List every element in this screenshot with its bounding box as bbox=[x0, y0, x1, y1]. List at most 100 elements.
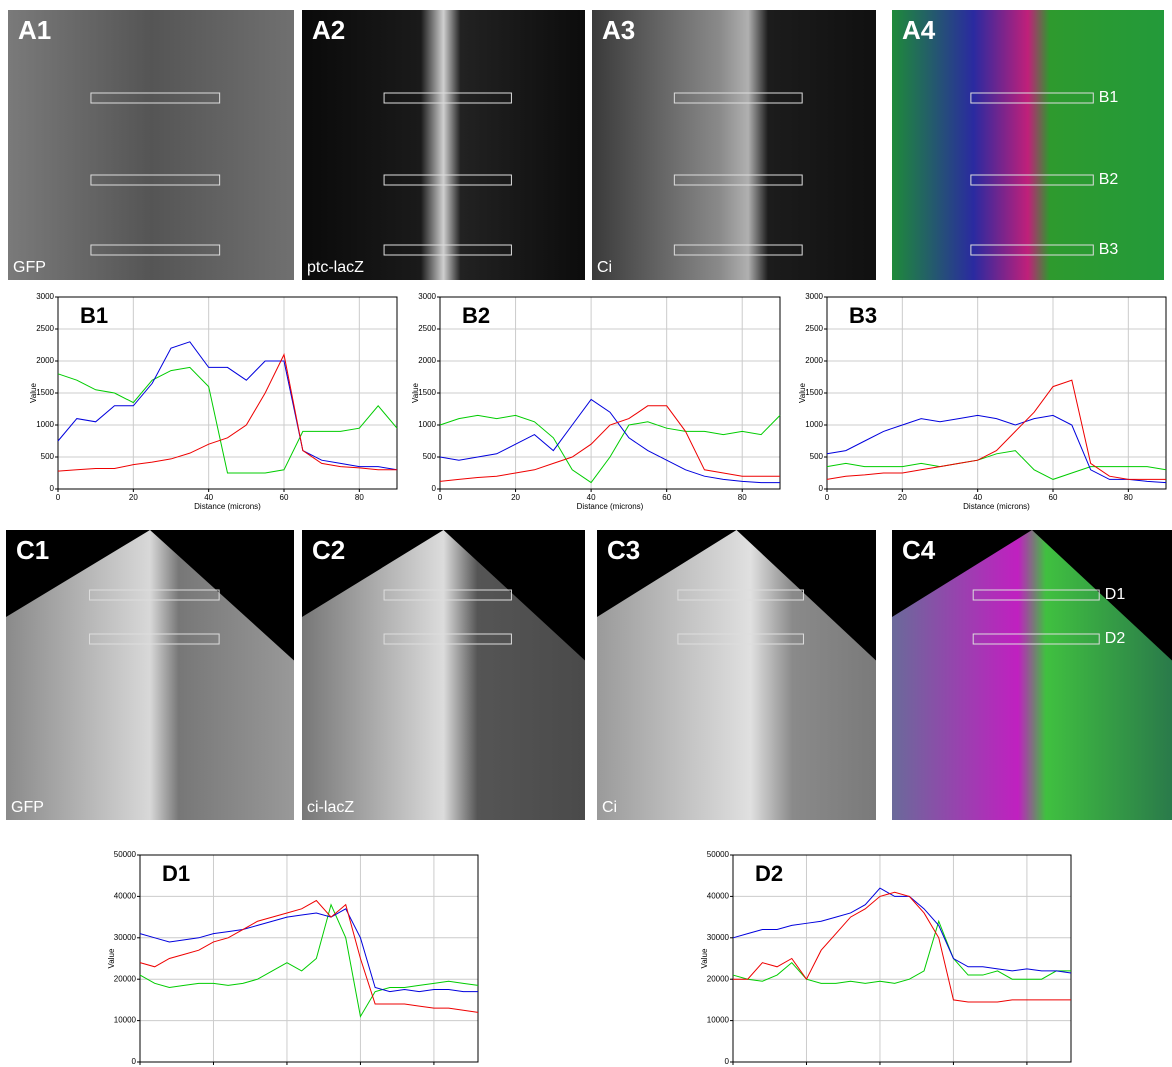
y-tick-label: 2500 bbox=[805, 324, 823, 333]
y-tick-label: 0 bbox=[50, 484, 55, 493]
chart-title: B2 bbox=[462, 303, 490, 328]
x-tick-label: 40 bbox=[587, 493, 596, 502]
y-tick-label: 2000 bbox=[418, 356, 436, 365]
micrograph bbox=[892, 530, 1172, 820]
data-line bbox=[733, 891, 1071, 1003]
roi-box bbox=[970, 92, 1094, 104]
x-tick-label: 0 bbox=[438, 493, 443, 502]
x-tick-label: 60 bbox=[662, 493, 671, 502]
panel-caption: Ci bbox=[597, 259, 612, 276]
roi-box bbox=[383, 92, 512, 104]
y-axis-label: Value bbox=[411, 383, 420, 403]
panel-label: C4 bbox=[902, 535, 936, 565]
y-tick-label: 30000 bbox=[114, 933, 137, 942]
x-tick-label: 80 bbox=[355, 493, 364, 502]
data-line bbox=[439, 414, 781, 484]
y-tick-label: 0 bbox=[725, 1057, 730, 1066]
data-line bbox=[139, 908, 478, 993]
x-tick-label: 60 bbox=[280, 493, 289, 502]
data-line bbox=[139, 899, 479, 1013]
micrograph bbox=[302, 10, 585, 280]
x-tick-label: 60 bbox=[1049, 493, 1058, 502]
roi-box bbox=[383, 174, 512, 186]
panel-label: C2 bbox=[312, 535, 345, 565]
micrograph bbox=[8, 10, 294, 280]
roi-box bbox=[90, 174, 221, 186]
x-axis-label: Distance (microns) bbox=[577, 502, 644, 511]
roi-box bbox=[673, 174, 803, 186]
x-tick-label: 20 bbox=[898, 493, 907, 502]
y-tick-label: 40000 bbox=[114, 892, 137, 901]
roi-label: B1 bbox=[1099, 89, 1119, 106]
y-tick-label: 10000 bbox=[707, 1016, 730, 1025]
y-tick-label: 500 bbox=[810, 452, 824, 461]
chart-title: B1 bbox=[80, 303, 108, 328]
y-tick-label: 2000 bbox=[805, 356, 823, 365]
y-axis-label: Value bbox=[29, 383, 38, 403]
data-line bbox=[57, 366, 398, 474]
x-tick-label: 80 bbox=[1124, 493, 1133, 502]
y-tick-label: 500 bbox=[423, 452, 437, 461]
x-tick-label: 40 bbox=[973, 493, 982, 502]
plot-frame bbox=[732, 854, 1072, 1063]
x-tick-label: 80 bbox=[738, 493, 747, 502]
x-tick-label: 20 bbox=[129, 493, 138, 502]
plot-frame bbox=[439, 296, 781, 490]
y-tick-label: 1000 bbox=[418, 420, 436, 429]
panel-label: A4 bbox=[902, 15, 936, 45]
roi-box bbox=[677, 633, 804, 645]
roi-box bbox=[970, 244, 1094, 256]
x-tick-label: 0 bbox=[56, 493, 61, 502]
data-line bbox=[826, 450, 1167, 480]
panel-caption: Ci bbox=[602, 799, 617, 816]
y-tick-label: 3000 bbox=[36, 292, 54, 301]
chart-title: D2 bbox=[755, 861, 783, 886]
plot-frame bbox=[57, 296, 398, 490]
roi-box bbox=[383, 589, 512, 601]
y-tick-label: 1500 bbox=[418, 388, 436, 397]
roi-box bbox=[677, 589, 804, 601]
micrograph bbox=[597, 530, 876, 820]
roi-label: B2 bbox=[1099, 171, 1119, 188]
x-axis-label: Distance (microns) bbox=[194, 502, 261, 511]
y-axis-label: Value bbox=[700, 948, 709, 968]
y-tick-label: 0 bbox=[132, 1057, 137, 1066]
data-line bbox=[57, 341, 398, 471]
y-tick-label: 1500 bbox=[36, 388, 54, 397]
y-tick-label: 1500 bbox=[805, 388, 823, 397]
y-tick-label: 40000 bbox=[707, 892, 730, 901]
micrograph bbox=[302, 530, 585, 820]
panel-label: C1 bbox=[16, 535, 49, 565]
panel-caption: ci-lacZ bbox=[307, 799, 354, 816]
y-tick-label: 10000 bbox=[114, 1016, 137, 1025]
plot-frame bbox=[826, 296, 1167, 490]
micrograph bbox=[892, 10, 1164, 280]
roi-box bbox=[89, 589, 220, 601]
y-tick-label: 1000 bbox=[805, 420, 823, 429]
data-line bbox=[826, 379, 1166, 480]
data-line bbox=[732, 887, 1072, 974]
y-axis-label: Value bbox=[107, 948, 116, 968]
roi-box bbox=[383, 244, 512, 256]
roi-box bbox=[673, 92, 803, 104]
data-line bbox=[139, 903, 479, 1018]
panel-caption: ptc-lacZ bbox=[307, 259, 364, 276]
panel-caption: GFP bbox=[11, 799, 44, 816]
y-tick-label: 50000 bbox=[707, 850, 730, 859]
roi-box bbox=[89, 633, 220, 645]
roi-label: D1 bbox=[1105, 586, 1126, 603]
panel-label: A3 bbox=[602, 15, 635, 45]
data-line bbox=[57, 353, 397, 472]
chart-title: B3 bbox=[849, 303, 877, 328]
y-tick-label: 20000 bbox=[114, 974, 137, 983]
panel-label: A2 bbox=[312, 15, 345, 45]
y-tick-label: 3000 bbox=[418, 292, 436, 301]
plot-area bbox=[732, 854, 1072, 1063]
data-line bbox=[826, 414, 1167, 484]
x-axis-label: Distance (microns) bbox=[963, 502, 1030, 511]
roi-box bbox=[673, 244, 803, 256]
y-tick-label: 3000 bbox=[805, 292, 823, 301]
roi-box bbox=[972, 633, 1100, 645]
y-tick-label: 2000 bbox=[36, 356, 54, 365]
